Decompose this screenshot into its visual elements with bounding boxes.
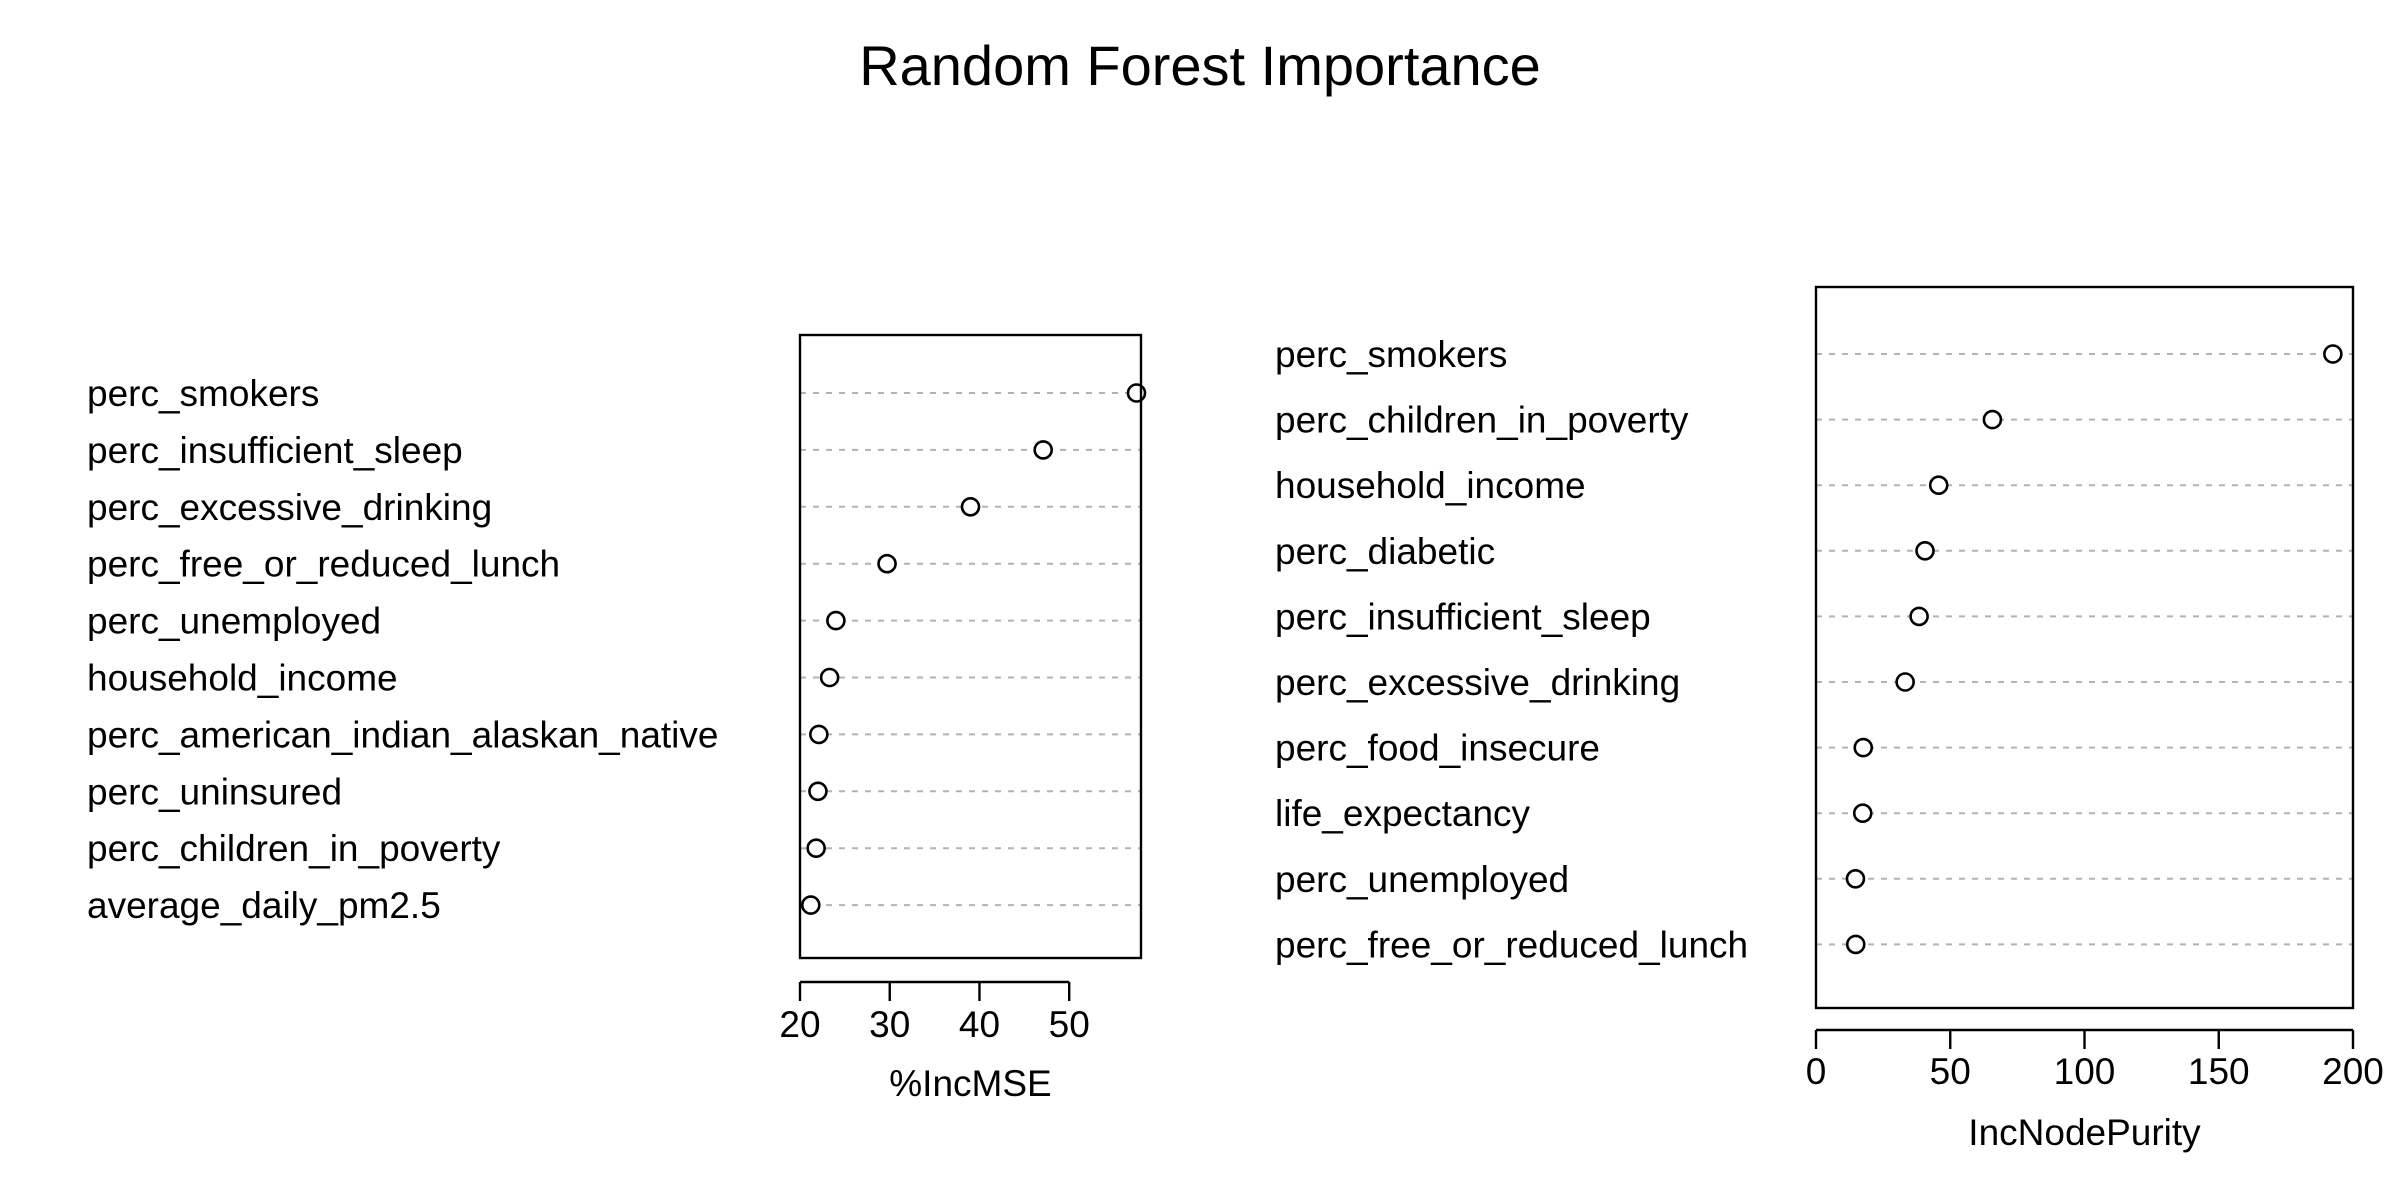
category-label: perc_children_in_poverty: [1275, 400, 1689, 441]
category-label: perc_uninsured: [87, 771, 342, 812]
category-label: life_expectancy: [1275, 793, 1531, 834]
panel-2: perc_smokers perc_children_in_povertyhous…: [1275, 285, 2384, 1153]
data-point: [800, 895, 821, 915]
data-point: [826, 610, 846, 631]
category-label: perc_insufficient_sleep: [87, 430, 463, 471]
chart-title: Random Forest Importance: [859, 34, 1541, 97]
data-point: [808, 781, 828, 802]
data-point: [1845, 868, 1866, 889]
category-label: perc_unemployed: [87, 601, 381, 642]
category-label: perc_free_or_reduced_lunch: [1275, 924, 1748, 965]
data-point: [877, 553, 897, 574]
category-label: household_income: [1275, 465, 1586, 506]
data-point: [960, 496, 981, 517]
category-label: household_income: [87, 658, 398, 699]
x-tick-label: 40: [959, 1004, 1000, 1045]
data-point: [2323, 344, 2343, 364]
data-point: [1852, 803, 1873, 824]
data-point: [1895, 672, 1915, 692]
category-label: perc_children_in_poverty: [87, 828, 501, 869]
category-label: perc_insufficient_sleep: [1275, 596, 1651, 637]
data-point: [1845, 934, 1866, 955]
data-point: [1982, 409, 2003, 430]
x-axis-title: %IncMSE: [889, 1063, 1051, 1104]
category-label: perc_free_or_reduced_lunch: [87, 544, 560, 585]
category-label: perc_smokers: [1275, 334, 1507, 375]
x-tick-label: 50: [1930, 1051, 1971, 1092]
category-label: perc_excessive_drinking: [87, 487, 492, 528]
plot-frame: [1814, 285, 2355, 1010]
data-point: [809, 724, 829, 745]
category-label: average_daily_pm2.5: [87, 885, 441, 926]
category-label: perc_unemployed: [1275, 859, 1569, 900]
x-tick-label: 30: [869, 1004, 910, 1045]
panel-1: perc_smokers perc_insufficient_sleep perc_…: [87, 333, 1147, 1104]
category-label: perc_smokers: [87, 373, 319, 414]
category-label: perc_excessive_drinking: [1275, 662, 1680, 703]
data-point: [1928, 475, 1949, 496]
x-tick-label: 200: [2322, 1051, 2384, 1092]
x-tick-label: 50: [1049, 1004, 1090, 1045]
data-point: [1853, 737, 1874, 758]
x-axis-title: IncNodePurity: [1968, 1112, 2201, 1153]
x-tick-label: 150: [2188, 1051, 2250, 1092]
data-point: [806, 838, 826, 859]
data-point: [1909, 606, 1929, 627]
x-tick-label: 20: [779, 1004, 820, 1045]
category-label: perc_american_indian_alaskan_native: [87, 714, 718, 755]
category-label: perc_diabetic: [1275, 531, 1495, 572]
data-point: [819, 667, 840, 688]
data-point: [1033, 440, 1053, 460]
x-tick-label: 100: [2054, 1051, 2116, 1092]
data-point: [1915, 540, 1935, 561]
x-tick-label: 0: [1806, 1051, 1827, 1092]
plot-frame: [798, 333, 1143, 960]
data-point: [1126, 383, 1147, 403]
category-label: perc_food_insecure: [1275, 728, 1600, 769]
